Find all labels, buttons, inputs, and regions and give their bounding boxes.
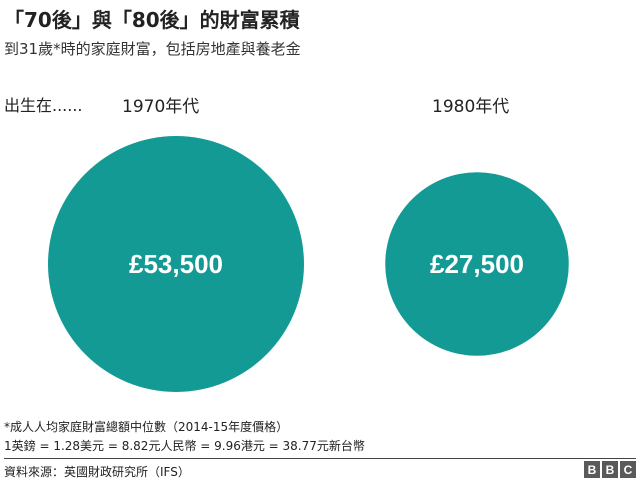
source-note: 資料來源：英國財政研究所（IFS）: [4, 465, 190, 479]
bbc-logo-letter: C: [620, 461, 636, 478]
bbc-logo-letter: B: [602, 461, 618, 478]
footer-divider: [4, 458, 636, 459]
category-label-1970s: 1970年代: [122, 97, 200, 117]
bubble-1: [385, 172, 569, 356]
chart-subtitle: 到31歲*時的家庭財富，包括房地產與養老金: [4, 40, 301, 58]
chart-title: 「70後」與「80後」的財富累積: [4, 8, 300, 32]
bubble-value-label-1: £27,500: [430, 249, 524, 279]
category-label-1980s: 1980年代: [432, 97, 510, 117]
bbc-logo-letter: B: [584, 461, 600, 478]
bubble-value-label-0: £53,500: [129, 249, 223, 279]
bubble-0: [48, 136, 304, 392]
born-in-label: 出生在......: [4, 96, 83, 115]
bbc-logo: B B C: [584, 461, 636, 478]
footnote-definition: *成人人均家庭財富總額中位數（2014-15年度價格）: [4, 420, 289, 434]
footnote-exchange-rates: 1英鎊 = 1.28美元 = 8.82元人民幣 = 9.96港元 = 38.77…: [4, 439, 365, 453]
